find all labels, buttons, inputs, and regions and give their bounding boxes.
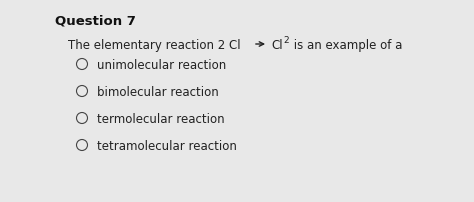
Text: bimolecular reaction: bimolecular reaction	[97, 86, 219, 99]
Text: tetramolecular reaction: tetramolecular reaction	[97, 140, 237, 153]
Text: Cl: Cl	[271, 39, 283, 52]
Text: unimolecular reaction: unimolecular reaction	[97, 59, 226, 72]
Text: is an example of a: is an example of a	[290, 39, 402, 52]
Text: Question 7: Question 7	[55, 14, 136, 27]
Text: 2: 2	[283, 36, 289, 45]
Text: The elementary reaction 2 Cl: The elementary reaction 2 Cl	[68, 39, 241, 52]
Text: termolecular reaction: termolecular reaction	[97, 113, 225, 126]
